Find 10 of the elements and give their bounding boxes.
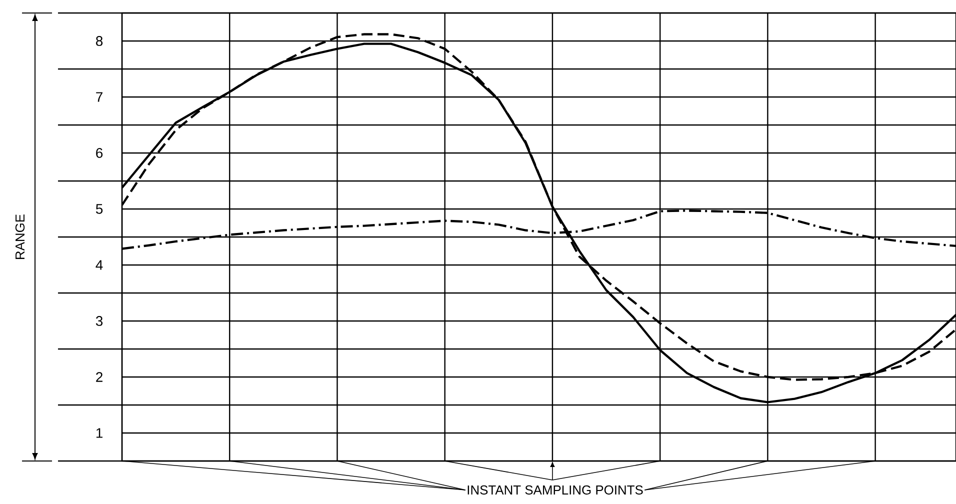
text: RANGE (15, 214, 25, 259)
y-tick-label: 8 (96, 36, 103, 46)
y-tick-label: 5 (96, 204, 103, 214)
y-tick-label: 3 (96, 316, 103, 326)
text: INSTANT SAMPLING POINTS (468, 485, 643, 495)
y-tick-label: 1 (96, 428, 102, 438)
y-tick-label: 4 (96, 260, 103, 270)
y-tick-label: 2 (96, 372, 102, 382)
y-tick-label: 7 (96, 92, 102, 102)
y-tick-label: 6 (96, 148, 103, 158)
